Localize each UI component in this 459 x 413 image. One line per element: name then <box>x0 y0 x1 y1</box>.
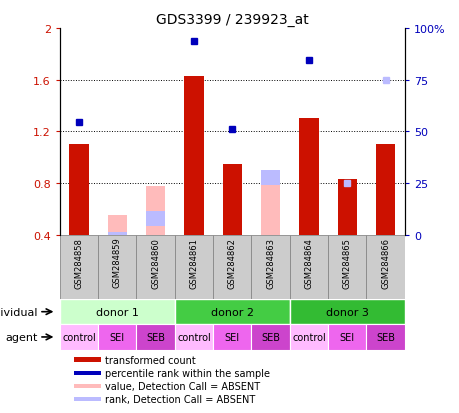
Bar <box>174 299 289 325</box>
Text: donor 2: donor 2 <box>210 307 253 317</box>
Bar <box>146 212 165 226</box>
Bar <box>60 299 174 325</box>
Bar <box>73 370 101 375</box>
Text: donor 1: donor 1 <box>95 307 139 317</box>
Text: control: control <box>291 332 325 342</box>
Text: individual: individual <box>0 307 37 317</box>
Bar <box>289 299 404 325</box>
Text: GSM284863: GSM284863 <box>266 237 274 288</box>
Bar <box>136 235 174 299</box>
Text: GSM284865: GSM284865 <box>342 237 351 288</box>
Text: transformed count: transformed count <box>105 355 195 365</box>
Bar <box>261 171 280 235</box>
Text: percentile rank within the sample: percentile rank within the sample <box>105 368 269 378</box>
Text: GSM284859: GSM284859 <box>112 237 122 288</box>
Text: GSM284858: GSM284858 <box>74 237 83 288</box>
Text: GSM284860: GSM284860 <box>151 237 160 288</box>
Text: SEB: SEB <box>146 332 165 342</box>
Bar <box>136 325 174 350</box>
Bar <box>299 119 318 235</box>
Bar <box>327 235 366 299</box>
Bar <box>174 235 213 299</box>
Text: control: control <box>62 332 95 342</box>
Bar <box>327 325 366 350</box>
Bar <box>73 384 101 388</box>
Bar <box>337 180 356 235</box>
Title: GDS3399 / 239923_at: GDS3399 / 239923_at <box>156 12 308 26</box>
Bar <box>174 325 213 350</box>
Bar <box>251 235 289 299</box>
Text: agent: agent <box>5 332 37 342</box>
Text: SEB: SEB <box>375 332 394 342</box>
Bar <box>107 216 127 235</box>
Bar <box>73 397 101 401</box>
Bar <box>213 325 251 350</box>
Text: SEI: SEI <box>224 332 239 342</box>
Bar <box>213 235 251 299</box>
Bar <box>375 145 394 235</box>
Bar <box>261 171 280 185</box>
Bar <box>98 325 136 350</box>
Bar <box>98 235 136 299</box>
Bar <box>146 186 165 235</box>
Text: GSM284862: GSM284862 <box>227 237 236 288</box>
Text: donor 3: donor 3 <box>325 307 368 317</box>
Bar <box>366 325 404 350</box>
Bar <box>60 235 98 299</box>
Text: control: control <box>177 332 210 342</box>
Bar <box>69 145 88 235</box>
Text: SEB: SEB <box>261 332 280 342</box>
Text: GSM284861: GSM284861 <box>189 237 198 288</box>
Bar <box>60 325 98 350</box>
Bar <box>73 357 101 362</box>
Text: rank, Detection Call = ABSENT: rank, Detection Call = ABSENT <box>105 394 254 404</box>
Bar <box>251 325 289 350</box>
Text: SEI: SEI <box>110 332 124 342</box>
Bar <box>289 325 327 350</box>
Text: GSM284866: GSM284866 <box>381 237 389 288</box>
Bar <box>184 76 203 235</box>
Bar <box>289 235 327 299</box>
Text: value, Detection Call = ABSENT: value, Detection Call = ABSENT <box>105 381 259 391</box>
Text: GSM284864: GSM284864 <box>304 237 313 288</box>
Bar <box>222 164 241 235</box>
Text: SEI: SEI <box>339 332 354 342</box>
Bar <box>107 233 127 247</box>
Bar <box>366 235 404 299</box>
